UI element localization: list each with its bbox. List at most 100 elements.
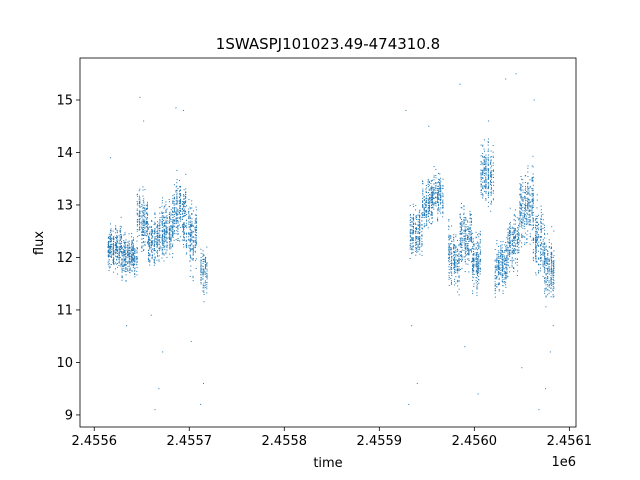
data-point bbox=[476, 295, 478, 297]
data-point bbox=[116, 237, 118, 239]
data-point bbox=[509, 231, 511, 233]
data-point bbox=[423, 196, 425, 198]
data-point bbox=[432, 206, 434, 208]
data-point bbox=[170, 225, 172, 227]
data-point bbox=[518, 241, 520, 243]
data-point bbox=[200, 264, 202, 266]
data-point bbox=[110, 250, 112, 252]
data-point bbox=[136, 200, 138, 202]
data-point bbox=[183, 213, 185, 215]
data-point bbox=[172, 200, 174, 202]
data-point bbox=[173, 184, 175, 186]
data-point bbox=[159, 225, 161, 227]
data-point bbox=[506, 271, 508, 273]
data-point bbox=[142, 215, 144, 217]
data-point bbox=[538, 223, 540, 225]
data-point bbox=[497, 272, 499, 274]
data-point bbox=[188, 221, 190, 223]
data-point bbox=[463, 242, 465, 244]
data-point bbox=[176, 202, 178, 204]
data-point bbox=[529, 186, 531, 188]
data-point bbox=[149, 264, 151, 266]
data-point bbox=[463, 239, 465, 241]
data-point bbox=[437, 208, 439, 210]
data-point bbox=[490, 156, 492, 158]
data-point bbox=[548, 260, 550, 262]
data-point bbox=[128, 243, 130, 245]
data-point bbox=[113, 252, 115, 254]
data-point bbox=[159, 248, 161, 250]
data-point bbox=[531, 210, 533, 212]
data-point bbox=[515, 220, 517, 222]
data-point bbox=[501, 276, 503, 278]
data-point bbox=[110, 230, 112, 232]
data-point bbox=[183, 202, 185, 204]
data-point bbox=[194, 218, 196, 220]
data-point bbox=[473, 270, 475, 272]
data-point bbox=[186, 227, 188, 229]
data-point bbox=[513, 214, 515, 216]
data-point bbox=[547, 271, 549, 273]
data-point bbox=[450, 278, 452, 280]
data-point bbox=[478, 267, 480, 269]
data-point bbox=[191, 232, 193, 234]
data-point bbox=[467, 253, 469, 255]
data-point bbox=[485, 157, 487, 159]
data-point bbox=[490, 167, 492, 169]
data-point bbox=[508, 251, 510, 253]
data-point bbox=[421, 254, 423, 256]
data-point bbox=[460, 243, 462, 245]
data-point bbox=[129, 252, 131, 254]
data-point bbox=[538, 235, 540, 237]
data-point bbox=[463, 249, 465, 251]
data-point bbox=[471, 224, 473, 226]
data-point bbox=[527, 203, 529, 205]
data-point bbox=[200, 266, 202, 268]
data-point bbox=[409, 235, 411, 237]
data-point bbox=[550, 247, 552, 249]
data-point bbox=[129, 267, 131, 269]
data-point bbox=[527, 192, 529, 194]
data-point bbox=[161, 240, 163, 242]
data-point bbox=[127, 248, 129, 250]
data-point bbox=[513, 236, 515, 238]
data-point bbox=[485, 161, 487, 163]
data-point bbox=[144, 219, 146, 221]
data-point bbox=[535, 230, 537, 232]
data-point bbox=[519, 213, 521, 215]
data-point bbox=[196, 232, 197, 234]
data-point bbox=[200, 268, 202, 270]
data-point bbox=[115, 262, 117, 264]
data-point bbox=[166, 245, 168, 247]
data-point bbox=[535, 229, 537, 231]
data-point bbox=[524, 205, 526, 207]
data-point bbox=[154, 223, 156, 225]
data-point bbox=[128, 252, 130, 254]
data-point bbox=[512, 250, 514, 252]
data-point bbox=[500, 248, 502, 250]
data-point bbox=[502, 251, 504, 253]
data-point bbox=[131, 244, 133, 246]
data-point bbox=[161, 221, 163, 223]
data-point bbox=[535, 252, 537, 254]
data-point bbox=[450, 254, 452, 256]
data-point bbox=[125, 258, 127, 260]
data-point bbox=[483, 139, 485, 141]
data-point bbox=[425, 198, 427, 200]
data-point bbox=[154, 236, 156, 238]
data-point bbox=[413, 214, 415, 216]
data-point bbox=[467, 243, 469, 245]
data-point bbox=[490, 170, 492, 172]
data-point bbox=[175, 190, 177, 192]
data-point bbox=[502, 258, 504, 260]
data-point bbox=[506, 262, 508, 264]
data-point bbox=[508, 235, 510, 237]
data-point bbox=[464, 244, 466, 246]
data-point bbox=[545, 245, 547, 247]
data-point bbox=[141, 238, 143, 240]
data-point bbox=[194, 229, 196, 231]
data-point bbox=[526, 205, 528, 207]
data-point bbox=[547, 294, 549, 296]
data-point bbox=[448, 244, 450, 246]
data-point bbox=[123, 251, 125, 253]
